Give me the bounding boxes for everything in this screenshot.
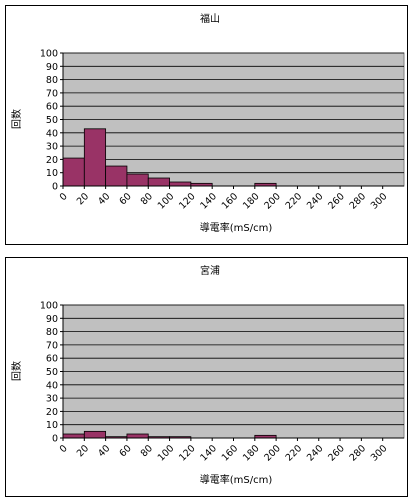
chart-panel-miyaura: 宮浦 0 10 20 30 40 50 60 70 80 90 100 0 20 40 60 80 100 120 1… [5, 257, 408, 497]
histogram-bar [83, 128, 107, 187]
y-tick-label: 40 [46, 128, 58, 139]
y-tick-label: 70 [46, 340, 58, 351]
x-tick-label: 260 [326, 443, 347, 464]
y-tick-label: 80 [46, 327, 58, 338]
y-tick-label: 50 [46, 367, 58, 378]
y-tick-label: 60 [46, 102, 58, 113]
chart-panel-fukuyama: 福山 0 10 20 30 40 50 60 70 80 90 100 0 20 40 60 80 100 120 1… [5, 5, 408, 245]
y-tick-label: 100 [40, 49, 58, 60]
x-tick-label: 140 [198, 443, 219, 464]
x-tick-label: 20 [75, 443, 91, 459]
y-tick-label: 10 [46, 420, 58, 431]
x-tick-label: 300 [369, 191, 390, 212]
x-tick-label: 300 [369, 443, 390, 464]
x-tick-label: 240 [305, 191, 326, 212]
y-tick-label: 20 [46, 407, 58, 418]
x-tick-label: 0 [58, 191, 70, 203]
y-tick-label: 0 [52, 182, 58, 193]
x-tick-label: 80 [139, 443, 155, 459]
histogram-bar [62, 157, 85, 187]
x-tick-label: 60 [117, 443, 133, 459]
x-axis-label: 導電率(mS/cm) [200, 221, 273, 234]
x-tick-label: 180 [241, 443, 262, 464]
x-tick-label: 40 [96, 443, 112, 459]
y-axis-label: 回数 [10, 361, 23, 381]
y-tick-label: 90 [46, 62, 58, 73]
x-tick-label: 60 [117, 191, 133, 207]
x-tick-label: 180 [241, 191, 262, 212]
histogram-bar [126, 433, 149, 439]
y-tick-label: 60 [46, 354, 58, 365]
y-tick-label: 80 [46, 75, 58, 86]
x-tick-label: 160 [220, 191, 241, 212]
histogram-bar [126, 173, 149, 187]
x-tick-label: 140 [198, 191, 219, 212]
histogram-bar [62, 433, 85, 439]
y-tick-label: 40 [46, 380, 58, 391]
y-tick-label: 20 [46, 155, 58, 166]
y-tick-label: 70 [46, 88, 58, 99]
x-tick-label: 220 [284, 443, 305, 464]
chart-title: 福山 [200, 12, 220, 25]
histogram-bar [169, 181, 192, 187]
chart-title: 宮浦 [200, 264, 220, 277]
x-tick-label: 220 [284, 191, 305, 212]
x-tick-label: 120 [177, 191, 198, 212]
y-tick-label: 30 [46, 394, 58, 405]
x-tick-label: 260 [326, 191, 347, 212]
x-tick-label: 0 [58, 443, 70, 455]
x-tick-label: 40 [96, 191, 112, 207]
x-tick-label: 280 [348, 443, 369, 464]
histogram-bar [147, 177, 170, 187]
y-tick-label: 10 [46, 168, 58, 179]
x-axis-label: 導電率(mS/cm) [200, 473, 273, 486]
y-tick-label: 30 [46, 142, 58, 153]
histogram-bar [83, 430, 107, 439]
x-tick-label: 80 [139, 191, 155, 207]
x-tick-label: 240 [305, 443, 326, 464]
y-axis-label: 回数 [10, 109, 23, 129]
x-tick-label: 100 [156, 443, 177, 464]
x-tick-label: 280 [348, 191, 369, 212]
histogram-bar [105, 165, 128, 187]
x-tick-label: 100 [156, 191, 177, 212]
x-tick-label: 20 [75, 191, 91, 207]
x-tick-label: 120 [177, 443, 198, 464]
x-tick-label: 200 [262, 443, 283, 464]
x-tick-label: 160 [220, 443, 241, 464]
y-tick-label: 100 [40, 301, 58, 312]
y-tick-label: 90 [46, 314, 58, 325]
y-tick-label: 50 [46, 115, 58, 126]
x-tick-label: 200 [262, 191, 283, 212]
y-tick-label: 0 [52, 434, 58, 445]
